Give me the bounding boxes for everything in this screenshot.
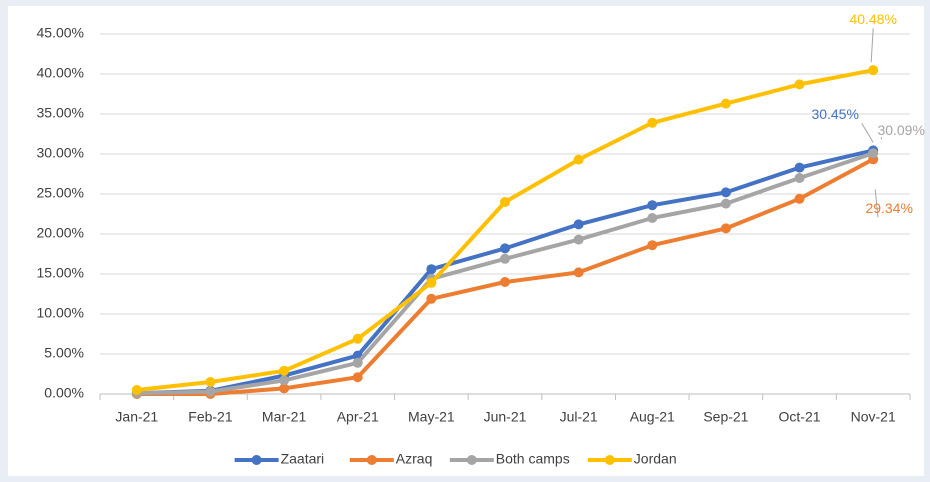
data-point <box>426 277 437 288</box>
data-point <box>426 264 437 275</box>
data-point <box>720 98 731 109</box>
legend-label: Zaatari <box>281 451 325 467</box>
data-point <box>279 383 290 394</box>
data-label: 40.48% <box>849 11 896 27</box>
data-point <box>500 277 510 287</box>
x-tick-label: Oct-21 <box>779 409 821 425</box>
data-point <box>205 386 216 397</box>
data-point <box>573 154 584 165</box>
data-point <box>279 365 290 376</box>
data-point <box>868 65 879 76</box>
x-tick-label: Apr-21 <box>337 409 379 425</box>
x-tick-label: Feb-21 <box>188 409 233 425</box>
y-tick-label: 35.00% <box>37 105 84 121</box>
leader-line <box>874 189 879 218</box>
legend-marker <box>366 455 377 465</box>
chart-area <box>8 6 924 476</box>
data-point <box>131 385 142 395</box>
y-tick-label: 5.00% <box>44 345 84 361</box>
data-point <box>647 240 658 251</box>
data-point <box>279 375 290 386</box>
legend-marker <box>251 455 262 465</box>
y-tick-label: 30.00% <box>37 145 84 161</box>
data-point <box>573 267 584 278</box>
y-tick-label: 40.00% <box>37 65 84 81</box>
legend-marker <box>466 455 477 465</box>
data-point <box>647 213 658 223</box>
data-point <box>647 117 658 128</box>
y-tick-label: 45.00% <box>37 25 84 41</box>
x-tick-label: Jan-21 <box>115 409 158 425</box>
data-point <box>720 198 731 209</box>
data-point <box>647 200 658 211</box>
y-tick-label: 25.00% <box>37 185 84 201</box>
x-tick-label: Nov-21 <box>851 409 896 425</box>
x-tick-label: Jul-21 <box>560 409 598 425</box>
data-point <box>426 293 437 304</box>
data-point <box>352 333 363 344</box>
y-tick-label: 0.00% <box>44 385 84 401</box>
y-tick-label: 15.00% <box>37 265 84 281</box>
x-tick-label: May-21 <box>408 409 455 425</box>
data-point <box>205 377 216 387</box>
leader-line <box>861 123 874 143</box>
legend-label: Both camps <box>496 451 570 467</box>
x-tick-label: Sep-21 <box>703 409 748 425</box>
data-point <box>500 197 510 207</box>
leader-line <box>870 28 874 63</box>
data-label: 29.34% <box>865 200 912 216</box>
y-tick-label: 20.00% <box>37 225 84 241</box>
data-point <box>794 79 805 90</box>
data-point <box>720 187 731 198</box>
data-point <box>794 162 805 173</box>
data-point <box>573 234 584 245</box>
x-tick-label: Jun-21 <box>484 409 527 425</box>
data-point <box>573 219 584 230</box>
y-tick-label: 10.00% <box>37 305 84 321</box>
data-label: 30.09% <box>877 122 924 138</box>
legend-label: Azraq <box>396 451 433 467</box>
data-point <box>352 372 363 383</box>
x-tick-label: Aug-21 <box>630 409 675 425</box>
data-point <box>500 253 510 264</box>
legend-label: Jordan <box>634 451 677 467</box>
data-point <box>794 173 805 183</box>
x-tick-label: Mar-21 <box>262 409 307 425</box>
data-point <box>794 193 805 204</box>
data-point <box>868 148 879 159</box>
data-point <box>352 357 363 368</box>
data-point <box>720 223 731 234</box>
data-label: 30.45% <box>811 106 858 122</box>
data-point <box>500 243 510 254</box>
legend-marker <box>604 455 615 465</box>
